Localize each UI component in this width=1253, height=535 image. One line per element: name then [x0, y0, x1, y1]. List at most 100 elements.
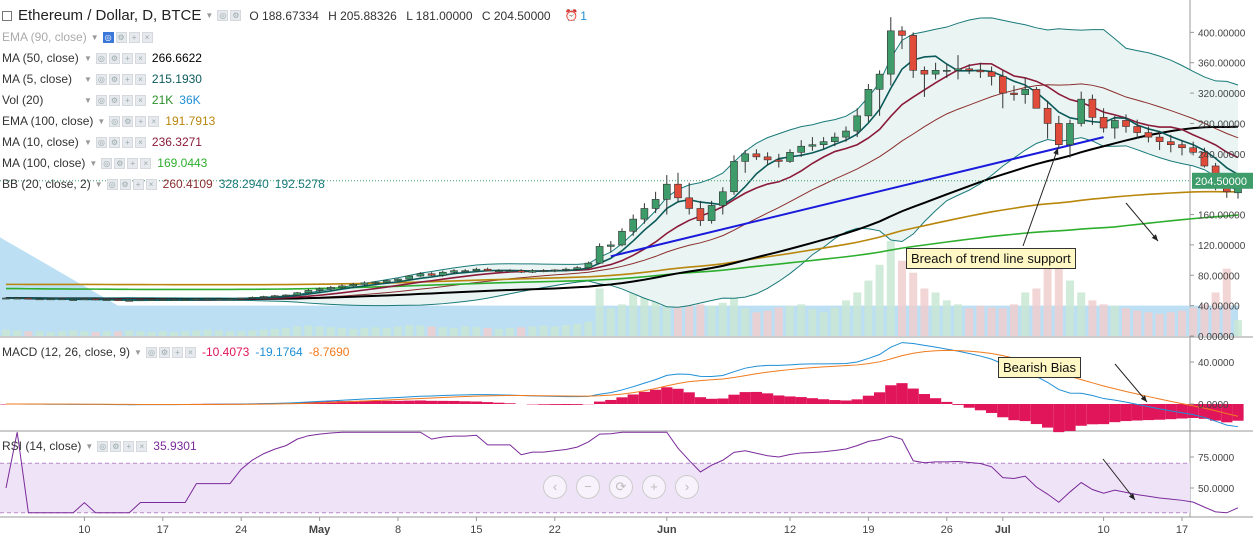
volume-bar — [584, 321, 593, 336]
chevron-down-icon[interactable]: ▼ — [205, 11, 214, 20]
chevron-down-icon[interactable]: ▼ — [134, 347, 142, 357]
chevron-down-icon[interactable]: ▼ — [84, 95, 92, 105]
indicator-controls[interactable]: ◎ ⚙ + × — [102, 31, 153, 43]
chevron-down-icon[interactable]: ▼ — [97, 116, 106, 126]
reset-icon[interactable]: ⟳ — [609, 475, 633, 499]
chevron-down-icon[interactable]: ▼ — [85, 441, 94, 451]
macd-histogram-bar — [706, 398, 718, 404]
indicator-controls[interactable]: ◎ ⚙ + × — [95, 73, 146, 85]
indicator-value: 191.7913 — [165, 114, 216, 128]
bearish-bias-annotation[interactable]: Bearish Bias — [998, 357, 1081, 378]
volume-bar — [763, 310, 772, 336]
volume-bar — [1043, 268, 1052, 336]
trend-breach-annotation[interactable]: Breach of trend line support — [906, 248, 1076, 269]
volume-bar — [640, 280, 649, 336]
chevron-down-icon[interactable]: ▼ — [89, 158, 98, 168]
candle-body — [931, 70, 940, 75]
candle-body — [58, 298, 66, 301]
price-tick-label: 360.00000 — [1198, 59, 1246, 70]
candle-body — [394, 278, 402, 281]
collapse-legend-icon[interactable] — [2, 10, 12, 21]
indicator-value: -10.4073 — [201, 345, 250, 359]
chevron-down-icon[interactable]: ▼ — [84, 137, 92, 147]
scroll-right-icon[interactable]: › — [675, 475, 699, 499]
candle-body — [573, 267, 582, 270]
x-tick-label: Jun — [657, 524, 677, 535]
candle-body — [427, 273, 436, 276]
candle-body — [786, 152, 794, 162]
chevron-down-icon[interactable]: ▼ — [84, 74, 92, 84]
indicator-controls[interactable]: ◎ ⚙ + × — [95, 52, 146, 64]
indicator-controls[interactable]: ◎ ⚙ + × — [106, 178, 157, 190]
macd-histogram-bar — [1008, 404, 1020, 421]
x-tick-label: 19 — [862, 524, 874, 535]
macd-histogram-bar — [1176, 404, 1188, 419]
volume-bar — [629, 292, 638, 336]
indicator-label[interactable]: Vol (20) — [2, 93, 44, 107]
macd-histogram-bar — [392, 400, 404, 404]
candle-body — [584, 262, 593, 268]
rsi-label[interactable]: RSI (14, close) — [2, 439, 82, 453]
indicator-controls[interactable]: ◎ ⚙ + × — [95, 94, 146, 106]
alarm-clock-icon[interactable]: ⏰ — [564, 10, 579, 22]
volume-bar — [550, 326, 559, 336]
ma-100-line — [6, 214, 1239, 291]
candle-body — [170, 299, 178, 301]
chart-title[interactable]: Ethereum / Dollar, D, BTCE — [18, 7, 202, 24]
volume-bar — [1110, 305, 1119, 336]
volume-bar — [1122, 308, 1130, 336]
indicator-legend: MA (100, close) ▼ ◎ ⚙ + × 169.0443 — [0, 154, 207, 172]
volume-bar — [886, 241, 895, 336]
rsi-controls[interactable]: ◎ ⚙ + × — [97, 440, 148, 452]
indicator-label[interactable]: EMA (100, close) — [2, 114, 94, 128]
macd-histogram-bar — [683, 392, 695, 404]
zoom-in-icon[interactable]: + — [642, 475, 666, 499]
title-controls[interactable]: ◎ ⚙ — [217, 10, 242, 21]
macd-histogram-bar — [459, 401, 471, 404]
candle-body — [203, 298, 212, 301]
indicator-label[interactable]: MA (10, close) — [2, 135, 79, 149]
macd-histogram-bar — [840, 400, 852, 404]
candle-body — [830, 136, 839, 142]
volume-bar — [1066, 280, 1074, 336]
indicator-label[interactable]: MA (100, close) — [2, 156, 86, 170]
volume-bar — [741, 308, 750, 336]
volume-bar — [618, 304, 626, 336]
indicator-controls[interactable]: ◎ ⚙ + × — [95, 136, 146, 148]
macd-histogram-bar — [414, 400, 426, 404]
candle-body — [136, 299, 145, 301]
volume-bar — [965, 308, 974, 336]
zoom-out-icon[interactable]: − — [576, 475, 600, 499]
indicator-label[interactable]: MA (5, close) — [2, 72, 73, 86]
candle-body — [349, 284, 358, 287]
macd-histogram-bar — [750, 391, 762, 404]
macd-label[interactable]: MACD (12, 26, close, 9) — [2, 345, 131, 359]
candle-body — [539, 270, 548, 273]
indicator-label[interactable]: MA (50, close) — [2, 51, 79, 65]
volume-bar — [1088, 300, 1097, 336]
candle-body — [315, 288, 324, 291]
volume-bar — [1077, 292, 1086, 336]
chevron-down-icon[interactable]: ▼ — [84, 53, 92, 63]
volume-bar — [797, 304, 806, 336]
indicator-label[interactable]: EMA (90, close) — [2, 30, 87, 44]
annotation-arrow — [1125, 202, 1159, 242]
volume-bar — [842, 300, 850, 336]
indicator-value: 35.9301 — [153, 439, 197, 453]
volume-bar — [595, 288, 604, 336]
indicator-label[interactable]: BB (20, close, 2) — [2, 177, 91, 191]
candle-body — [304, 290, 313, 294]
indicator-controls[interactable]: ◎ ⚙ + × — [109, 115, 160, 127]
arrow-head — [1151, 234, 1158, 241]
macd-histogram-bar — [347, 400, 359, 404]
candle-body — [382, 280, 391, 283]
indicator-controls[interactable]: ◎ ⚙ + × — [101, 157, 152, 169]
macd-histogram-bar — [1154, 404, 1166, 420]
chevron-down-icon[interactable]: ▼ — [94, 179, 103, 189]
low-value: 181.00000 — [415, 8, 473, 23]
macd-histogram-bar — [1109, 404, 1121, 423]
chevron-down-icon[interactable]: ▼ — [90, 32, 99, 42]
macd-controls[interactable]: ◎ ⚙ + × — [145, 346, 196, 358]
candle-body — [1122, 120, 1130, 127]
scroll-left-icon[interactable]: ‹ — [543, 475, 567, 499]
